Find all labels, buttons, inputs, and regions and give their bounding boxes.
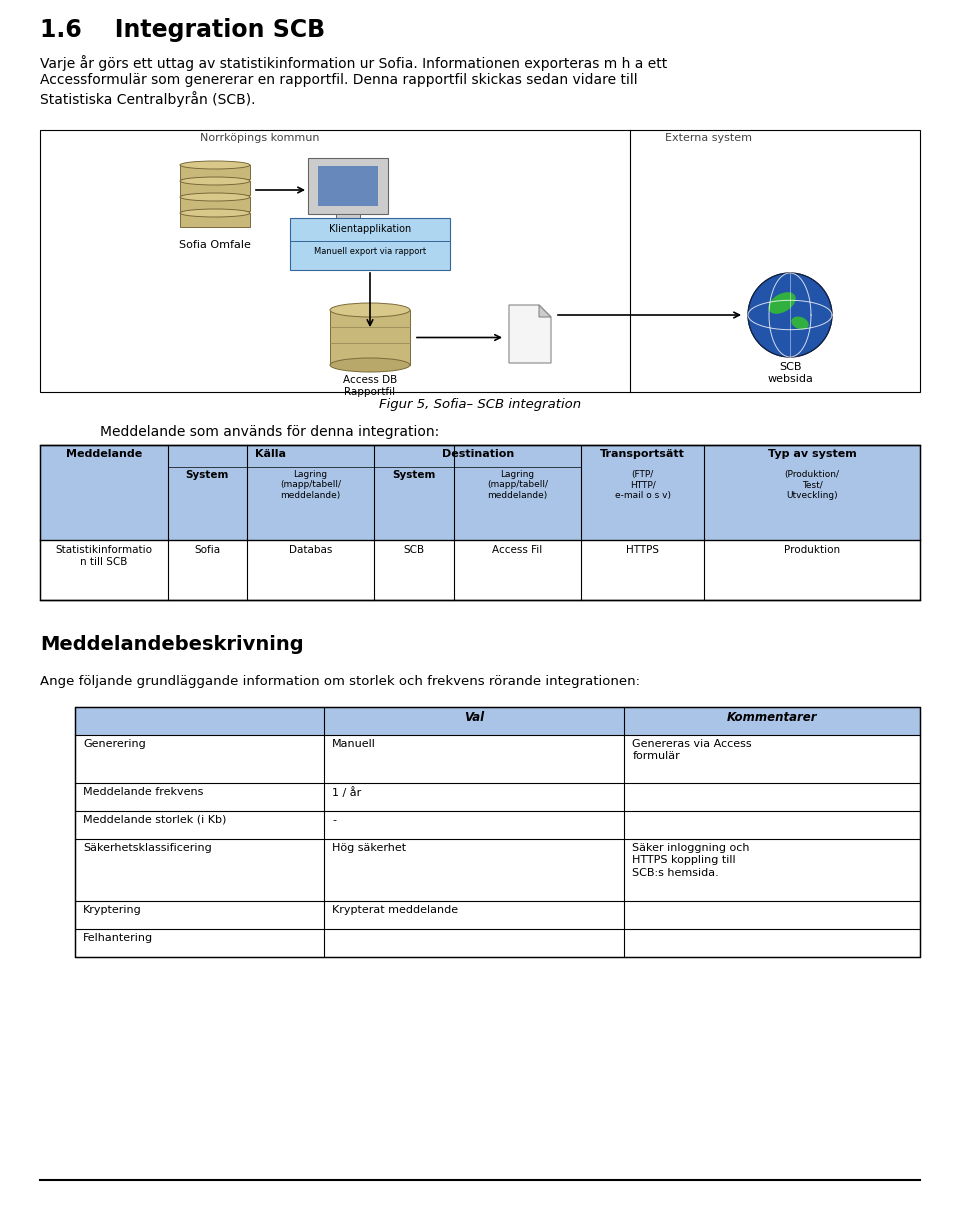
Text: Transportsätt: Transportsätt xyxy=(600,449,685,459)
Text: Varje år görs ett uttag av statistikinformation ur Sofia. Informationen exporter: Varje år görs ett uttag av statistikinfo… xyxy=(40,55,667,71)
FancyBboxPatch shape xyxy=(40,130,920,392)
FancyBboxPatch shape xyxy=(40,445,920,540)
Text: Meddelande: Meddelande xyxy=(65,449,142,459)
Ellipse shape xyxy=(180,177,250,185)
Text: Genereras via Access
formulär: Genereras via Access formulär xyxy=(633,739,752,761)
Text: 1 / år: 1 / år xyxy=(332,788,362,798)
Text: Meddelandebeskrivning: Meddelandebeskrivning xyxy=(40,636,303,654)
Text: Accessformulär som genererar en rapportfil. Denna rapportfil skickas sedan vidar: Accessformulär som genererar en rapportf… xyxy=(40,74,637,87)
FancyBboxPatch shape xyxy=(180,181,250,195)
Ellipse shape xyxy=(180,193,250,201)
Text: Meddelande frekvens: Meddelande frekvens xyxy=(83,788,204,797)
Text: SCB: SCB xyxy=(403,545,424,555)
Text: Statistikinformatio
n till SCB: Statistikinformatio n till SCB xyxy=(56,545,153,567)
Text: Access DB
Rapportfil: Access DB Rapportfil xyxy=(343,375,397,398)
Text: Statistiska Centralbyrån (SCB).: Statistiska Centralbyrån (SCB). xyxy=(40,90,255,107)
Polygon shape xyxy=(509,305,551,363)
Text: (FTP/
HTTP/
e-mail o s v): (FTP/ HTTP/ e-mail o s v) xyxy=(614,470,671,499)
Text: Meddelande storlek (i Kb): Meddelande storlek (i Kb) xyxy=(83,815,227,825)
Text: Val: Val xyxy=(465,712,485,724)
Circle shape xyxy=(748,273,832,357)
Text: Produktion: Produktion xyxy=(784,545,840,555)
Text: Krypterat meddelande: Krypterat meddelande xyxy=(332,904,459,915)
Text: 1.6    Integration SCB: 1.6 Integration SCB xyxy=(40,18,325,42)
Text: Access Fil: Access Fil xyxy=(492,545,542,555)
Text: Sofia Omfale: Sofia Omfale xyxy=(180,240,251,250)
FancyBboxPatch shape xyxy=(75,707,920,734)
Text: Meddelande som används för denna integration:: Meddelande som används för denna integra… xyxy=(100,425,440,439)
Text: (Produktion/
Test/
Utveckling): (Produktion/ Test/ Utveckling) xyxy=(784,470,840,499)
FancyBboxPatch shape xyxy=(330,310,410,365)
Text: -: - xyxy=(332,815,336,825)
Ellipse shape xyxy=(330,303,410,317)
Text: Generering: Generering xyxy=(83,739,146,749)
Text: Källa: Källa xyxy=(255,449,286,459)
FancyBboxPatch shape xyxy=(308,158,388,213)
Text: Säkerhetsklassificering: Säkerhetsklassificering xyxy=(83,843,212,853)
Text: Lagring
(mapp/tabell/
meddelande): Lagring (mapp/tabell/ meddelande) xyxy=(487,470,548,499)
FancyBboxPatch shape xyxy=(326,228,370,234)
Text: Kryptering: Kryptering xyxy=(83,904,142,915)
Text: Säker inloggning och
HTTPS koppling till
SCB:s hemsida.: Säker inloggning och HTTPS koppling till… xyxy=(633,843,750,878)
Text: System: System xyxy=(393,470,436,480)
Polygon shape xyxy=(539,305,551,317)
Text: Felhantering: Felhantering xyxy=(83,933,154,943)
Text: Lagring
(mapp/tabell/
meddelande): Lagring (mapp/tabell/ meddelande) xyxy=(280,470,341,499)
Text: Externa system: Externa system xyxy=(665,133,752,144)
Text: Manuell export via rapport: Manuell export via rapport xyxy=(314,247,426,256)
Ellipse shape xyxy=(768,292,796,314)
Text: Sofia: Sofia xyxy=(194,545,220,555)
Text: Kommentarer: Kommentarer xyxy=(727,712,817,724)
FancyBboxPatch shape xyxy=(180,165,250,178)
Text: Databas: Databas xyxy=(289,545,332,555)
FancyBboxPatch shape xyxy=(180,213,250,227)
Ellipse shape xyxy=(791,317,808,329)
Text: Figur 5, Sofia– SCB integration: Figur 5, Sofia– SCB integration xyxy=(379,398,581,411)
Ellipse shape xyxy=(180,209,250,217)
FancyBboxPatch shape xyxy=(180,197,250,211)
Ellipse shape xyxy=(180,160,250,169)
Text: Ange följande grundläggande information om storlek och frekvens rörande integrat: Ange följande grundläggande information … xyxy=(40,675,640,687)
Text: Typ av system: Typ av system xyxy=(768,449,856,459)
FancyBboxPatch shape xyxy=(336,213,360,228)
Text: Hög säkerhet: Hög säkerhet xyxy=(332,843,406,853)
FancyBboxPatch shape xyxy=(290,218,450,270)
Text: Destination: Destination xyxy=(442,449,514,459)
Text: Norrköpings kommun: Norrköpings kommun xyxy=(200,133,320,144)
Text: System: System xyxy=(185,470,228,480)
Text: SCB
websida: SCB websida xyxy=(767,362,813,385)
Text: HTTPS: HTTPS xyxy=(626,545,660,555)
Text: Klientapplikation: Klientapplikation xyxy=(329,224,411,234)
FancyBboxPatch shape xyxy=(318,166,378,206)
Text: Manuell: Manuell xyxy=(332,739,376,749)
Ellipse shape xyxy=(330,358,410,371)
